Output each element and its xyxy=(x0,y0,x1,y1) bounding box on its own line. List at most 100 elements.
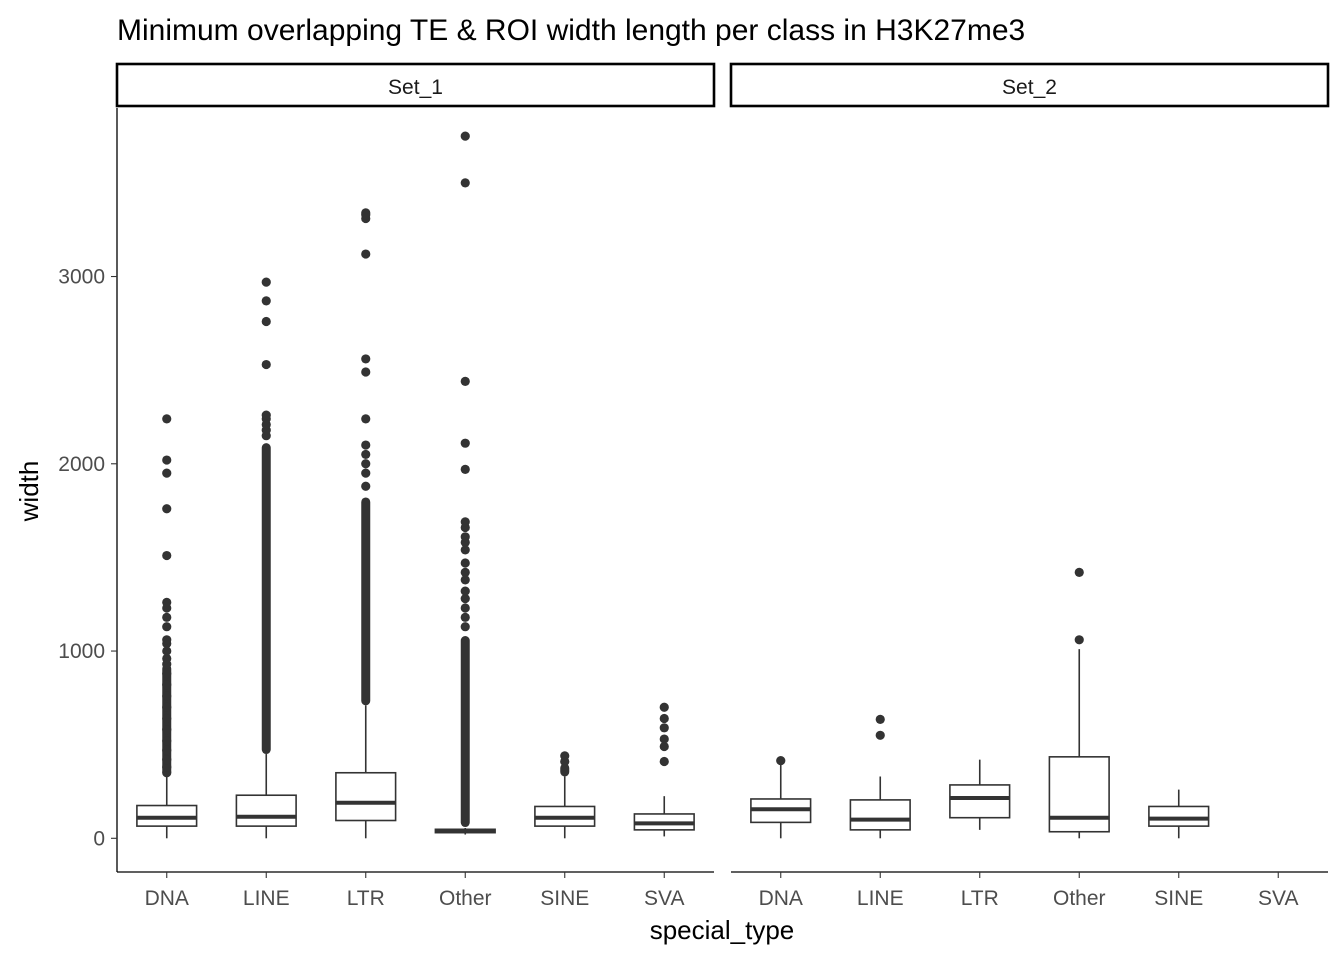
outlier-point xyxy=(261,316,271,327)
x-tick-label: SINE xyxy=(540,887,589,910)
box-group-sine xyxy=(534,751,596,839)
y-axis-title: width xyxy=(14,461,44,523)
outlier-point xyxy=(162,455,172,465)
box-iqr xyxy=(849,799,911,831)
outlier-point xyxy=(460,575,470,585)
outlier-point xyxy=(560,751,570,761)
outlier-point xyxy=(460,131,470,141)
facet-panel-set-1: Set_1 DNA LINE LTR Other SINE SVA xyxy=(115,62,716,910)
outlier-point xyxy=(162,550,172,561)
facet-strip-set-1 xyxy=(115,62,716,108)
box-group-line xyxy=(849,714,911,839)
y-tick-label: 3000 xyxy=(58,266,105,289)
panel-plot-area-set-2: DNA LINE LTR Other SINE SVA xyxy=(731,567,1328,910)
box-group-other xyxy=(1048,567,1110,839)
outlier-point xyxy=(1074,567,1084,577)
outlier-point xyxy=(162,702,172,712)
outlier-cluster xyxy=(460,636,470,828)
outlier-point xyxy=(162,736,172,746)
outlier-point xyxy=(162,668,172,679)
outlier-point xyxy=(261,296,271,306)
chart-title: Minimum overlapping TE & ROI width lengt… xyxy=(117,14,1025,47)
x-tick-label: SVA xyxy=(1258,887,1298,910)
outlier-point xyxy=(162,745,172,755)
panel-plot-area-set-1: DNA LINE LTR Other SINE SVA xyxy=(117,131,714,910)
facet-strip-set-2 xyxy=(729,62,1330,108)
outlier-point xyxy=(659,713,669,724)
x-tick-label: Other xyxy=(439,887,492,910)
outlier-point xyxy=(162,635,172,645)
outlier-point xyxy=(460,603,470,613)
outlier-point xyxy=(460,558,470,568)
outlier-point xyxy=(659,741,669,752)
box-iqr xyxy=(1048,756,1110,833)
outlier-point xyxy=(875,730,885,740)
outlier-point xyxy=(361,459,371,469)
box-group-line xyxy=(235,277,297,839)
outlier-point xyxy=(460,622,470,632)
x-tick-label: LTR xyxy=(347,887,385,910)
outlier-cluster xyxy=(261,443,271,755)
outlier-point xyxy=(162,646,172,656)
outlier-point xyxy=(162,653,172,664)
outlier-point xyxy=(659,723,669,733)
facet-strip-label: Set_2 xyxy=(1002,76,1057,99)
outlier-point xyxy=(776,755,786,766)
outlier-point xyxy=(361,449,371,460)
x-tick-label: Other xyxy=(1053,887,1106,910)
box-group-ltr xyxy=(335,208,397,839)
outlier-point xyxy=(162,612,172,622)
outlier-point xyxy=(659,734,669,744)
box-group-sva xyxy=(633,702,695,837)
outlier-point xyxy=(460,438,470,448)
outlier-point xyxy=(659,756,669,767)
outlier-point xyxy=(361,354,371,364)
outlier-point xyxy=(361,481,371,491)
box-iqr xyxy=(335,771,397,822)
box-group-sine xyxy=(1148,789,1210,839)
outlier-point xyxy=(659,702,669,712)
outlier-point xyxy=(361,440,371,450)
x-tick-label: LTR xyxy=(961,887,999,910)
x-tick-label: LINE xyxy=(243,887,290,910)
outlier-point xyxy=(162,691,172,701)
facet-strip-label: Set_1 xyxy=(388,76,443,99)
x-tick-label: SVA xyxy=(644,887,684,910)
outlier-point xyxy=(162,622,172,632)
outlier-point xyxy=(361,208,371,218)
outlier-point xyxy=(1074,635,1084,645)
y-tick-label: 1000 xyxy=(58,640,105,663)
x-axis-title: special_type xyxy=(650,915,795,945)
outlier-point xyxy=(162,725,172,735)
outlier-point xyxy=(361,367,371,377)
outlier-point xyxy=(261,410,271,420)
outlier-point xyxy=(361,249,371,259)
box-iqr xyxy=(1148,805,1210,827)
outlier-point xyxy=(460,545,470,555)
outlier-point xyxy=(460,612,470,622)
outlier-point xyxy=(460,376,470,386)
y-axis: 0 1000 2000 3000 xyxy=(58,108,118,872)
y-tick-label: 0 xyxy=(93,827,105,850)
outlier-point xyxy=(460,178,470,188)
outlier-point xyxy=(460,532,470,542)
box-group-other xyxy=(434,131,496,835)
outlier-point xyxy=(460,586,470,596)
outlier-point xyxy=(460,567,470,577)
outlier-cluster xyxy=(560,763,570,777)
outlier-point xyxy=(162,414,172,424)
box-group-dna xyxy=(750,755,812,839)
facet-panel-set-2: Set_2 DNA LINE LTR Other SINE SVA xyxy=(729,62,1330,910)
outlier-point xyxy=(162,755,172,765)
box-group-dna xyxy=(136,414,198,839)
outlier-cluster xyxy=(361,497,371,706)
outlier-point xyxy=(361,414,371,424)
outlier-point xyxy=(261,359,271,370)
y-tick-label: 2000 xyxy=(58,453,105,476)
outlier-point xyxy=(460,464,470,475)
outlier-point xyxy=(261,277,271,287)
outlier-point xyxy=(162,504,172,514)
outlier-point xyxy=(162,597,172,607)
outlier-point xyxy=(162,713,172,724)
